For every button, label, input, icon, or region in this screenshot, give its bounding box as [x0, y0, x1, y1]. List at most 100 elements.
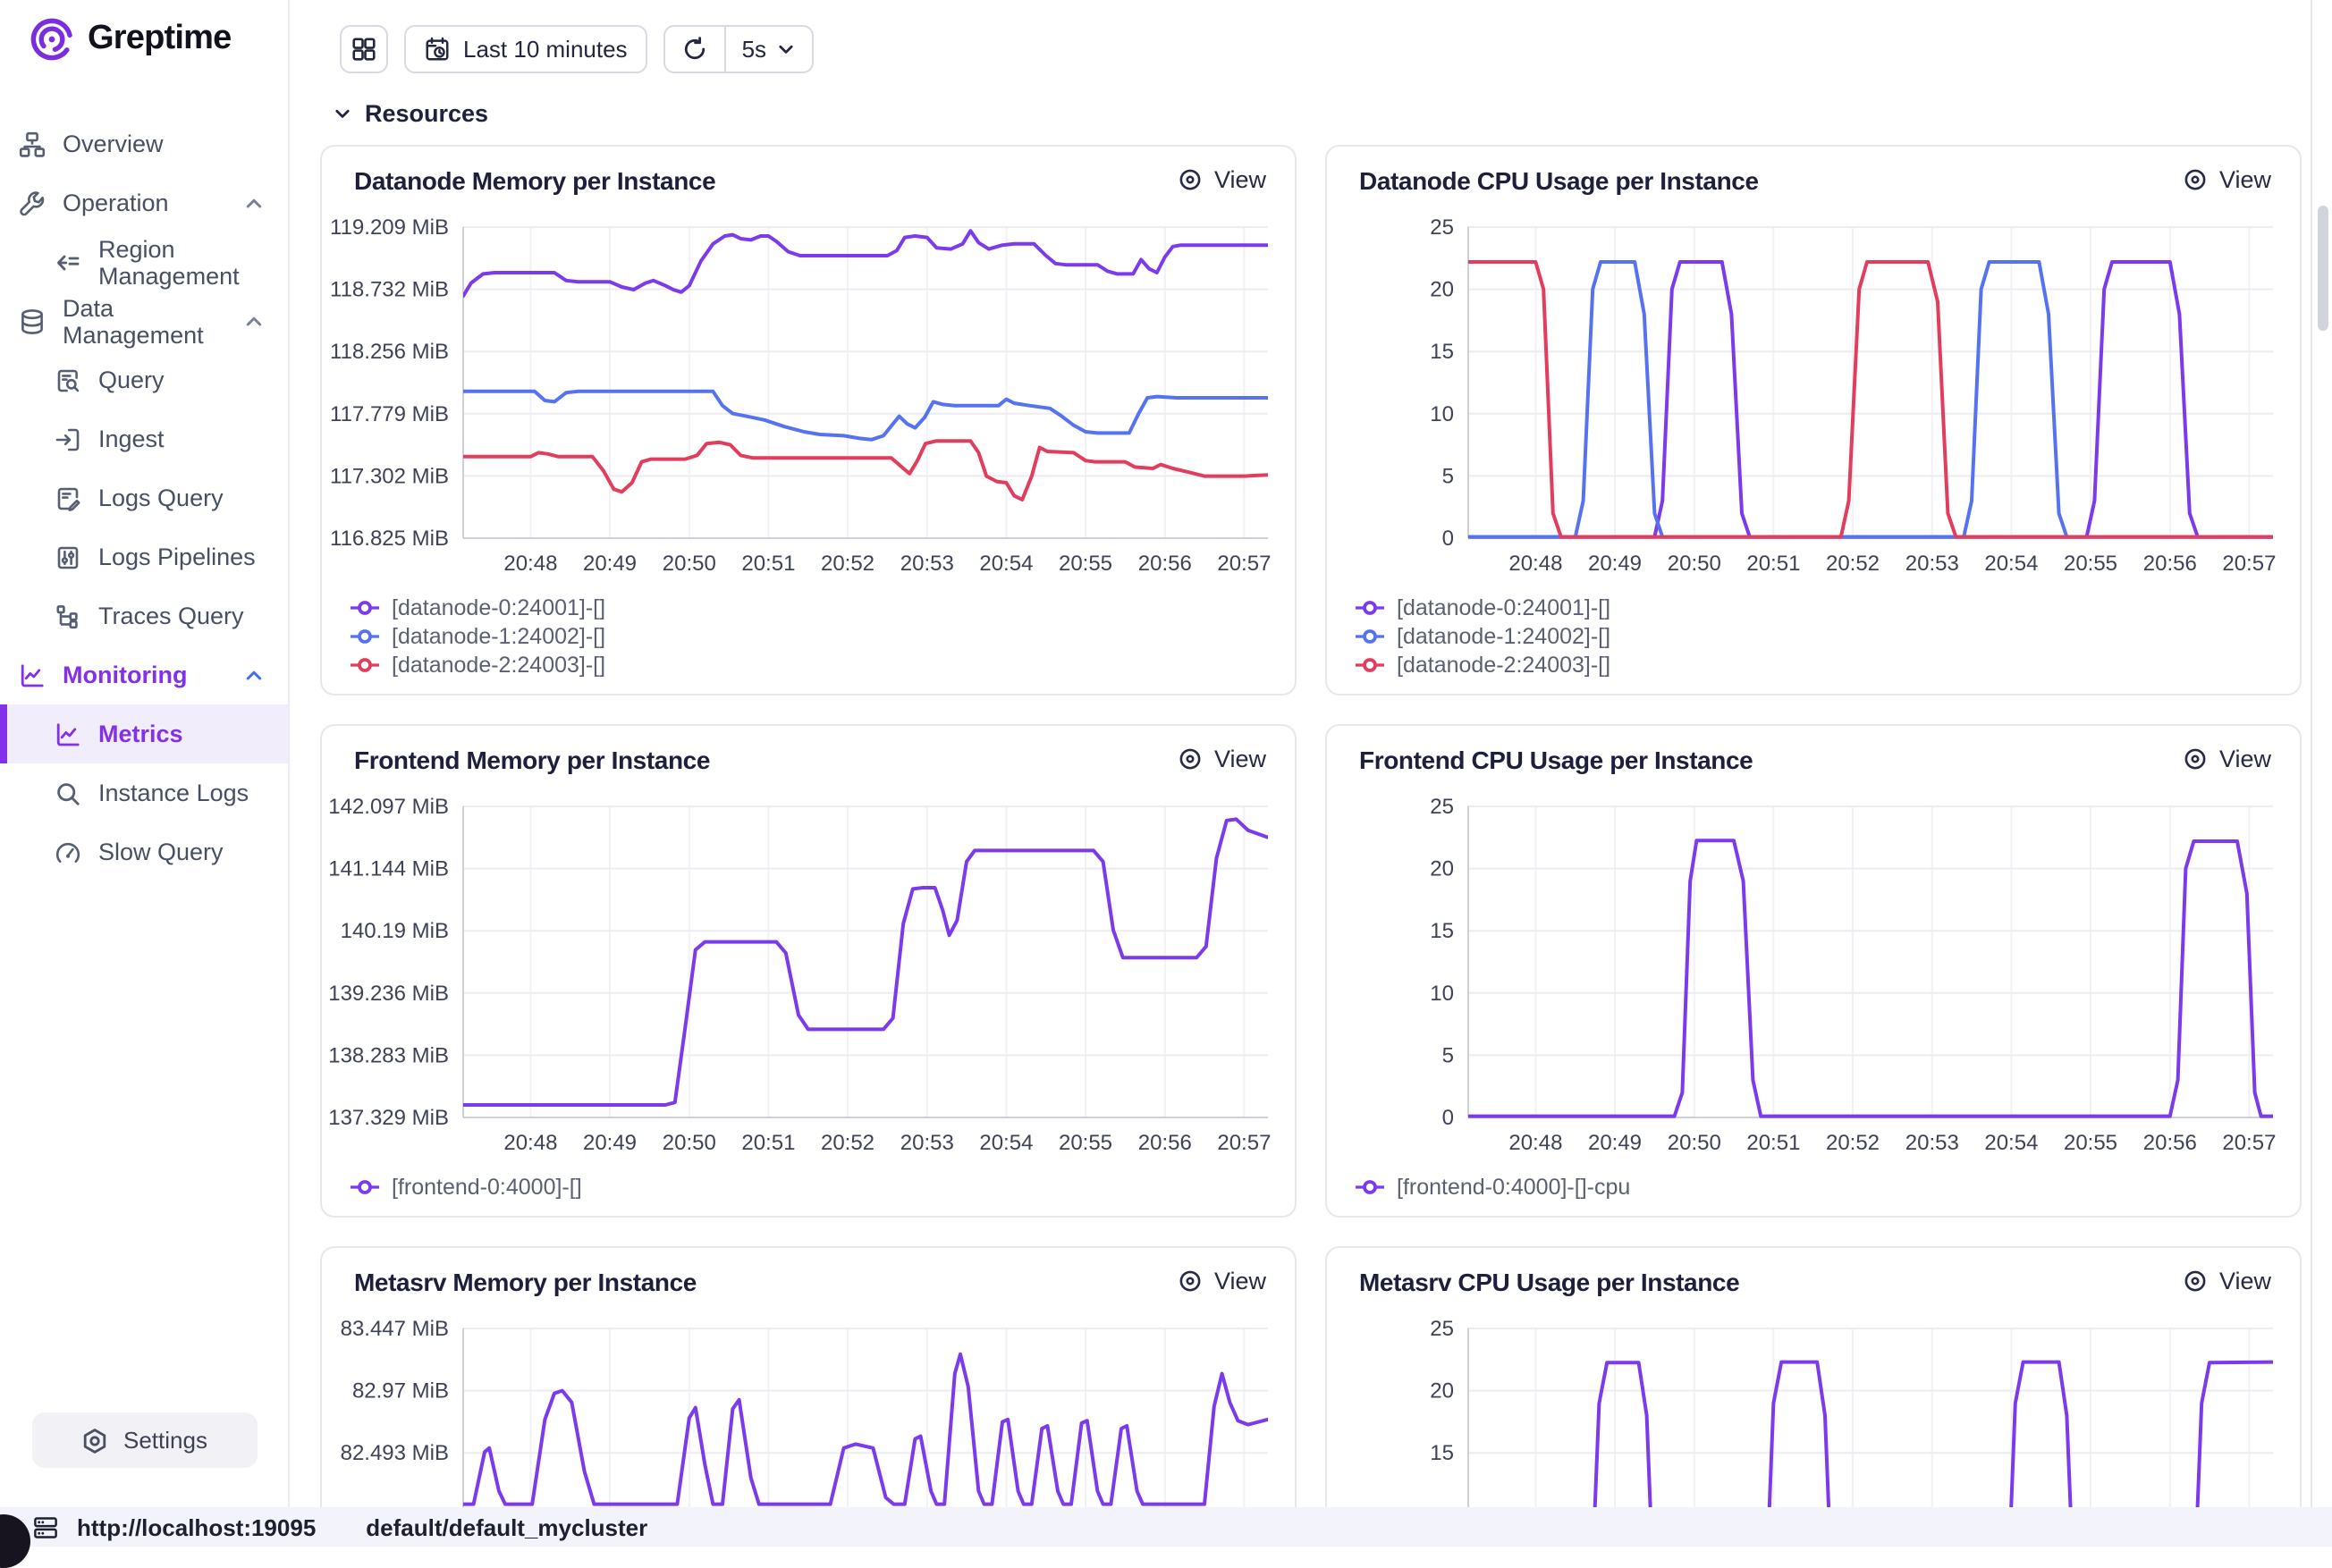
time-range-label: Last 10 minutes	[463, 36, 628, 63]
layout-grid-button[interactable]	[340, 25, 388, 73]
svg-text:20:50: 20:50	[1668, 552, 1721, 576]
svg-text:20:53: 20:53	[1905, 1131, 1959, 1155]
sidebar-item-slow-query[interactable]: Slow Query	[0, 822, 288, 881]
logo[interactable]: Greptime	[0, 0, 288, 72]
svg-text:20: 20	[1430, 1379, 1454, 1404]
svg-text:20:51: 20:51	[1746, 552, 1800, 576]
svg-text:15: 15	[1430, 919, 1454, 943]
sidebar-item-label: Region Management	[98, 235, 240, 289]
legend-item[interactable]: [datanode-1:24002]-[]	[349, 623, 1295, 648]
chart-title: Metasrv Memory per Instance	[354, 1268, 697, 1296]
svg-text:20:52: 20:52	[1826, 1131, 1880, 1155]
chart-plot: 20:4820:4920:5020:5120:5220:5320:5420:55…	[322, 1314, 1295, 1507]
status-bar: http://localhost:19095 default/default_m…	[0, 1507, 2332, 1547]
legend-label: [datanode-1:24002]-[]	[392, 623, 606, 648]
legend-label: [datanode-0:24001]-[]	[1397, 594, 1611, 620]
svg-text:117.302 MiB: 117.302 MiB	[330, 464, 449, 488]
svg-text:20:51: 20:51	[1746, 1131, 1800, 1155]
sidebar-item-query[interactable]: Query	[0, 350, 288, 409]
svg-text:20:49: 20:49	[583, 1131, 637, 1155]
charts-grid: Datanode Memory per Instance View 20:48 20:…	[320, 145, 2302, 1507]
chart-card: Metasrv Memory per Instance View 20:4820:4…	[320, 1246, 1297, 1507]
sidebar-nav: Overview Operation Region Management Data M…	[0, 114, 288, 1412]
svg-text:20:48: 20:48	[1508, 1131, 1562, 1155]
legend-label: [datanode-0:24001]-[]	[392, 594, 606, 620]
chart-legend: [datanode-0:24001]-[] [datanode-1:24002]-…	[322, 588, 1295, 694]
sidebar-item-region-management[interactable]: Region Management	[0, 232, 288, 291]
sidebar-item-label: Logs Pipelines	[98, 544, 256, 570]
refresh-button[interactable]	[665, 27, 724, 72]
svg-text:5: 5	[1442, 464, 1454, 488]
view-button[interactable]: View	[2182, 166, 2271, 193]
view-button[interactable]: View	[2182, 1268, 2271, 1294]
svg-text:20:54: 20:54	[1984, 1131, 2038, 1155]
sidebar-item-label: Slow Query	[98, 839, 224, 865]
sidebar-item-ingest[interactable]: Ingest	[0, 409, 288, 468]
chart-legend: [datanode-0:24001]-[] [datanode-1:24002]-…	[1327, 588, 2300, 694]
sidebar-item-monitoring[interactable]: Monitoring	[0, 645, 288, 704]
svg-text:10: 10	[1430, 402, 1454, 426]
eye-target-icon	[2182, 1268, 2209, 1294]
refresh-interval-dropdown[interactable]: 5s	[726, 27, 811, 72]
chart-title: Frontend CPU Usage per Instance	[1359, 746, 1753, 774]
sidebar-item-metrics[interactable]: Metrics	[0, 704, 288, 763]
sidebar-item-logs-pipelines[interactable]: Logs Pipelines	[0, 527, 288, 586]
svg-text:20:50: 20:50	[1668, 1131, 1721, 1155]
svg-text:20:55: 20:55	[2064, 1131, 2117, 1155]
gauge-icon	[54, 838, 82, 866]
svg-text:20:55: 20:55	[1059, 1131, 1112, 1155]
view-button[interactable]: View	[1177, 166, 1266, 193]
overview-icon	[18, 130, 46, 158]
svg-text:118.732 MiB: 118.732 MiB	[330, 278, 449, 302]
sidebar-item-label: Operation	[63, 190, 169, 216]
sidebar-item-operation[interactable]: Operation	[0, 173, 288, 232]
server-icon	[32, 1513, 59, 1540]
legend-label: [datanode-2:24003]-[]	[392, 652, 606, 677]
svg-text:20:51: 20:51	[741, 1131, 795, 1155]
resources-section-header[interactable]: Resources	[333, 100, 2332, 127]
svg-text:119.209 MiB: 119.209 MiB	[330, 215, 449, 240]
svg-text:20:50: 20:50	[663, 552, 716, 576]
sidebar-item-traces-query[interactable]: Traces Query	[0, 586, 288, 645]
chart-title: Metasrv CPU Usage per Instance	[1359, 1268, 1740, 1296]
vertical-scrollbar-thumb[interactable]	[2317, 206, 2328, 331]
svg-text:20:56: 20:56	[2143, 1131, 2197, 1155]
chevron-up-icon	[243, 310, 265, 332]
legend-item[interactable]: [datanode-1:24002]-[]	[1354, 623, 2300, 648]
legend-item[interactable]: [datanode-0:24001]-[]	[1354, 594, 2300, 620]
view-button[interactable]: View	[1177, 1268, 1266, 1294]
sidebar-item-overview[interactable]: Overview	[0, 114, 288, 173]
sidebar-item-instance-logs[interactable]: Instance Logs	[0, 763, 288, 822]
legend-item[interactable]: [frontend-0:4000]-[]	[349, 1174, 1295, 1199]
view-button[interactable]: View	[2182, 746, 2271, 772]
sidebar-item-logs-query[interactable]: Logs Query	[0, 468, 288, 527]
svg-text:20:56: 20:56	[2143, 552, 2197, 576]
series-marker-icon	[1354, 625, 1386, 646]
search-icon	[54, 779, 82, 807]
time-range-button[interactable]: Last 10 minutes	[404, 25, 647, 73]
legend-item[interactable]: [datanode-2:24003]-[]	[349, 652, 1295, 677]
legend-label: [datanode-1:24002]-[]	[1397, 623, 1611, 648]
legend-item[interactable]: [datanode-0:24001]-[]	[349, 594, 1295, 620]
legend-item[interactable]: [datanode-2:24003]-[]	[1354, 652, 2300, 677]
series-marker-icon	[349, 596, 381, 618]
svg-text:20:57: 20:57	[2222, 552, 2276, 576]
view-button[interactable]: View	[1177, 746, 1266, 772]
series-marker-icon	[1354, 596, 1386, 618]
group-divider	[723, 27, 726, 72]
svg-text:20:49: 20:49	[583, 552, 637, 576]
eye-target-icon	[1177, 1268, 1204, 1294]
chart-card: Datanode CPU Usage per Instance View 20:48…	[1325, 145, 2302, 695]
sidebar-item-data-management[interactable]: Data Management	[0, 291, 288, 350]
svg-text:20:54: 20:54	[979, 552, 1033, 576]
settings-button[interactable]: Settings	[31, 1412, 257, 1468]
svg-text:25: 25	[1430, 215, 1454, 240]
legend-item[interactable]: [frontend-0:4000]-[]-cpu	[1354, 1174, 2300, 1199]
svg-text:20:52: 20:52	[1826, 552, 1880, 576]
chart-title: Datanode CPU Usage per Instance	[1359, 166, 1759, 195]
sidebar-item-label: Overview	[63, 131, 164, 157]
svg-text:142.097 MiB: 142.097 MiB	[328, 795, 449, 819]
sidebar-item-label: Metrics	[98, 721, 183, 747]
svg-text:20:56: 20:56	[1138, 552, 1192, 576]
